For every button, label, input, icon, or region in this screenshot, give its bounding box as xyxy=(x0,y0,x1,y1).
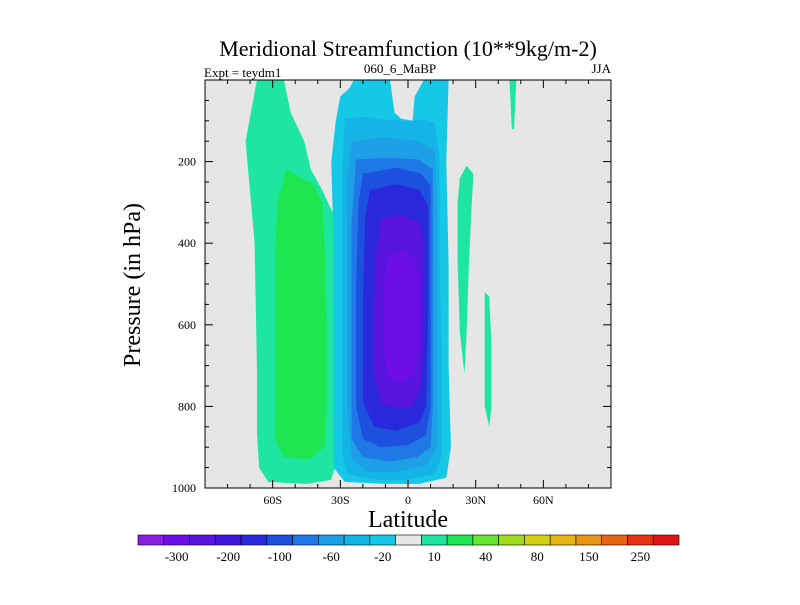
colorbar-label: -20 xyxy=(374,549,391,564)
colorbar-label: 250 xyxy=(631,549,651,564)
colorbar-swatch xyxy=(498,534,525,546)
x-tick-label: 30S xyxy=(331,493,350,507)
colorbar-swatch xyxy=(421,534,448,546)
contour-nh-strip-c xyxy=(509,80,517,129)
colorbar-swatch xyxy=(601,534,628,546)
colorbar-label: 150 xyxy=(579,549,599,564)
x-tick-label: 0 xyxy=(405,493,411,507)
colorbar-label: -300 xyxy=(165,549,189,564)
colorbar-swatch xyxy=(446,534,474,546)
y-axis-label: Pressure (in hPa) xyxy=(120,203,146,367)
colorbar-label: 10 xyxy=(428,549,441,564)
colorbar-swatch xyxy=(214,534,242,546)
colorbar-swatch xyxy=(627,534,654,546)
colorbar-swatch xyxy=(163,534,190,546)
contour-regions xyxy=(245,80,517,484)
colorbar: -300 -200 -100 -60 -20 10 40 80 150 250 xyxy=(137,534,680,564)
colorbar-swatch xyxy=(369,534,396,546)
colorbar-swatch xyxy=(524,534,551,546)
contour-nh-strip-b xyxy=(484,292,492,427)
y-tick-label: 200 xyxy=(178,155,196,169)
colorbar-swatch xyxy=(137,534,165,546)
x-axis-label: Latitude xyxy=(368,507,448,533)
x-tick-label: 30N xyxy=(465,493,486,507)
colorbar-label: -60 xyxy=(323,549,340,564)
colorbar-swatch xyxy=(240,534,268,546)
colorbar-swatch xyxy=(575,534,603,546)
season-label: JJA xyxy=(591,61,611,76)
colorbar-label: -200 xyxy=(216,549,240,564)
colorbar-swatch xyxy=(318,534,345,546)
colorbar-swatch xyxy=(395,534,422,546)
chart-title: Meridional Streamfunction (10**9kg/m-2) xyxy=(219,36,597,61)
plot-axes: 60S 30S 0 30N 60N 200 400 600 800 1000 xyxy=(172,80,611,507)
colorbar-swatch xyxy=(266,534,293,546)
y-tick-label: 800 xyxy=(178,399,196,413)
colorbar-label: -100 xyxy=(268,549,292,564)
y-tick-label: 1000 xyxy=(172,481,196,495)
colorbar-swatch xyxy=(472,534,499,546)
x-tick-label: 60S xyxy=(263,493,282,507)
colorbar-label: 40 xyxy=(479,549,492,564)
colorbar-swatch xyxy=(652,534,680,546)
contour-nh-strip-a xyxy=(457,165,474,374)
center-label: 060_6_MaBP xyxy=(364,61,436,76)
y-tick-label: 400 xyxy=(178,236,196,250)
colorbar-swatch xyxy=(549,534,577,546)
y-tick-label: 600 xyxy=(178,318,196,332)
colorbar-swatch xyxy=(189,534,216,546)
colorbar-label: 80 xyxy=(531,549,544,564)
contour-sh-cell-inner xyxy=(274,169,327,460)
plot-frame xyxy=(204,79,612,489)
colorbar-swatch xyxy=(343,534,371,546)
experiment-label: Expt = teydm1 xyxy=(204,65,281,80)
x-tick-label: 60N xyxy=(533,493,554,507)
contour-tropical-cell-l8 xyxy=(383,251,420,382)
colorbar-swatch xyxy=(292,534,319,546)
